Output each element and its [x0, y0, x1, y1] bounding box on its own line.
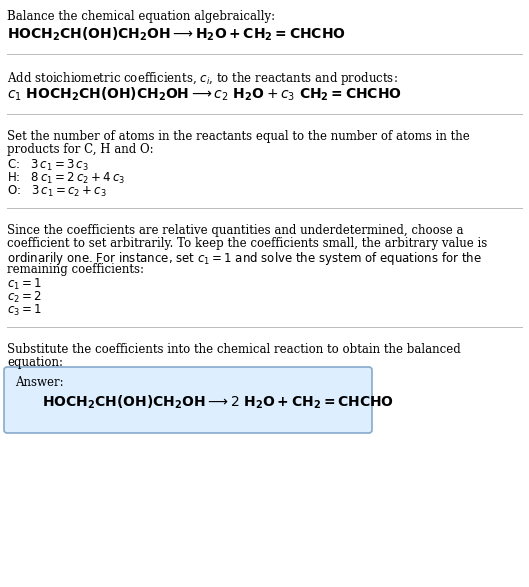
- Text: Answer:: Answer:: [15, 376, 63, 389]
- Text: $c_1\ \mathbf{HOCH_2CH(OH)CH_2OH} \longrightarrow c_2\ \mathbf{H_2O} + c_3\ \mat: $c_1\ \mathbf{HOCH_2CH(OH)CH_2OH} \longr…: [7, 86, 402, 103]
- Text: Add stoichiometric coefficients, $c_i$, to the reactants and products:: Add stoichiometric coefficients, $c_i$, …: [7, 70, 398, 87]
- Text: O:   $3\,c_1 = c_2 + c_3$: O: $3\,c_1 = c_2 + c_3$: [7, 184, 107, 199]
- Text: ordinarily one. For instance, set $c_1 = 1$ and solve the system of equations fo: ordinarily one. For instance, set $c_1 =…: [7, 250, 482, 267]
- Text: remaining coefficients:: remaining coefficients:: [7, 263, 144, 276]
- Text: C:   $3\,c_1 = 3\,c_3$: C: $3\,c_1 = 3\,c_3$: [7, 158, 88, 173]
- Text: Set the number of atoms in the reactants equal to the number of atoms in the: Set the number of atoms in the reactants…: [7, 130, 470, 143]
- FancyBboxPatch shape: [4, 367, 372, 433]
- Text: $c_3 = 1$: $c_3 = 1$: [7, 303, 42, 318]
- Text: Substitute the coefficients into the chemical reaction to obtain the balanced: Substitute the coefficients into the che…: [7, 343, 461, 356]
- Text: products for C, H and O:: products for C, H and O:: [7, 143, 153, 156]
- Text: Since the coefficients are relative quantities and underdetermined, choose a: Since the coefficients are relative quan…: [7, 224, 463, 237]
- Text: $c_1 = 1$: $c_1 = 1$: [7, 277, 42, 292]
- Text: H:   $8\,c_1 = 2\,c_2 + 4\,c_3$: H: $8\,c_1 = 2\,c_2 + 4\,c_3$: [7, 171, 125, 186]
- Text: equation:: equation:: [7, 356, 63, 369]
- Text: $c_2 = 2$: $c_2 = 2$: [7, 290, 42, 305]
- Text: Balance the chemical equation algebraically:: Balance the chemical equation algebraica…: [7, 10, 275, 23]
- Text: $\mathbf{HOCH_2CH(OH)CH_2OH} \longrightarrow 2\ \mathbf{H_2O + CH_2{=}CHCHO}$: $\mathbf{HOCH_2CH(OH)CH_2OH} \longrighta…: [42, 394, 394, 411]
- Text: coefficient to set arbitrarily. To keep the coefficients small, the arbitrary va: coefficient to set arbitrarily. To keep …: [7, 237, 487, 250]
- Text: $\mathbf{HOCH_2CH(OH)CH_2OH} \longrightarrow \mathbf{H_2O + CH_2{=}CHCHO}$: $\mathbf{HOCH_2CH(OH)CH_2OH} \longrighta…: [7, 26, 346, 43]
